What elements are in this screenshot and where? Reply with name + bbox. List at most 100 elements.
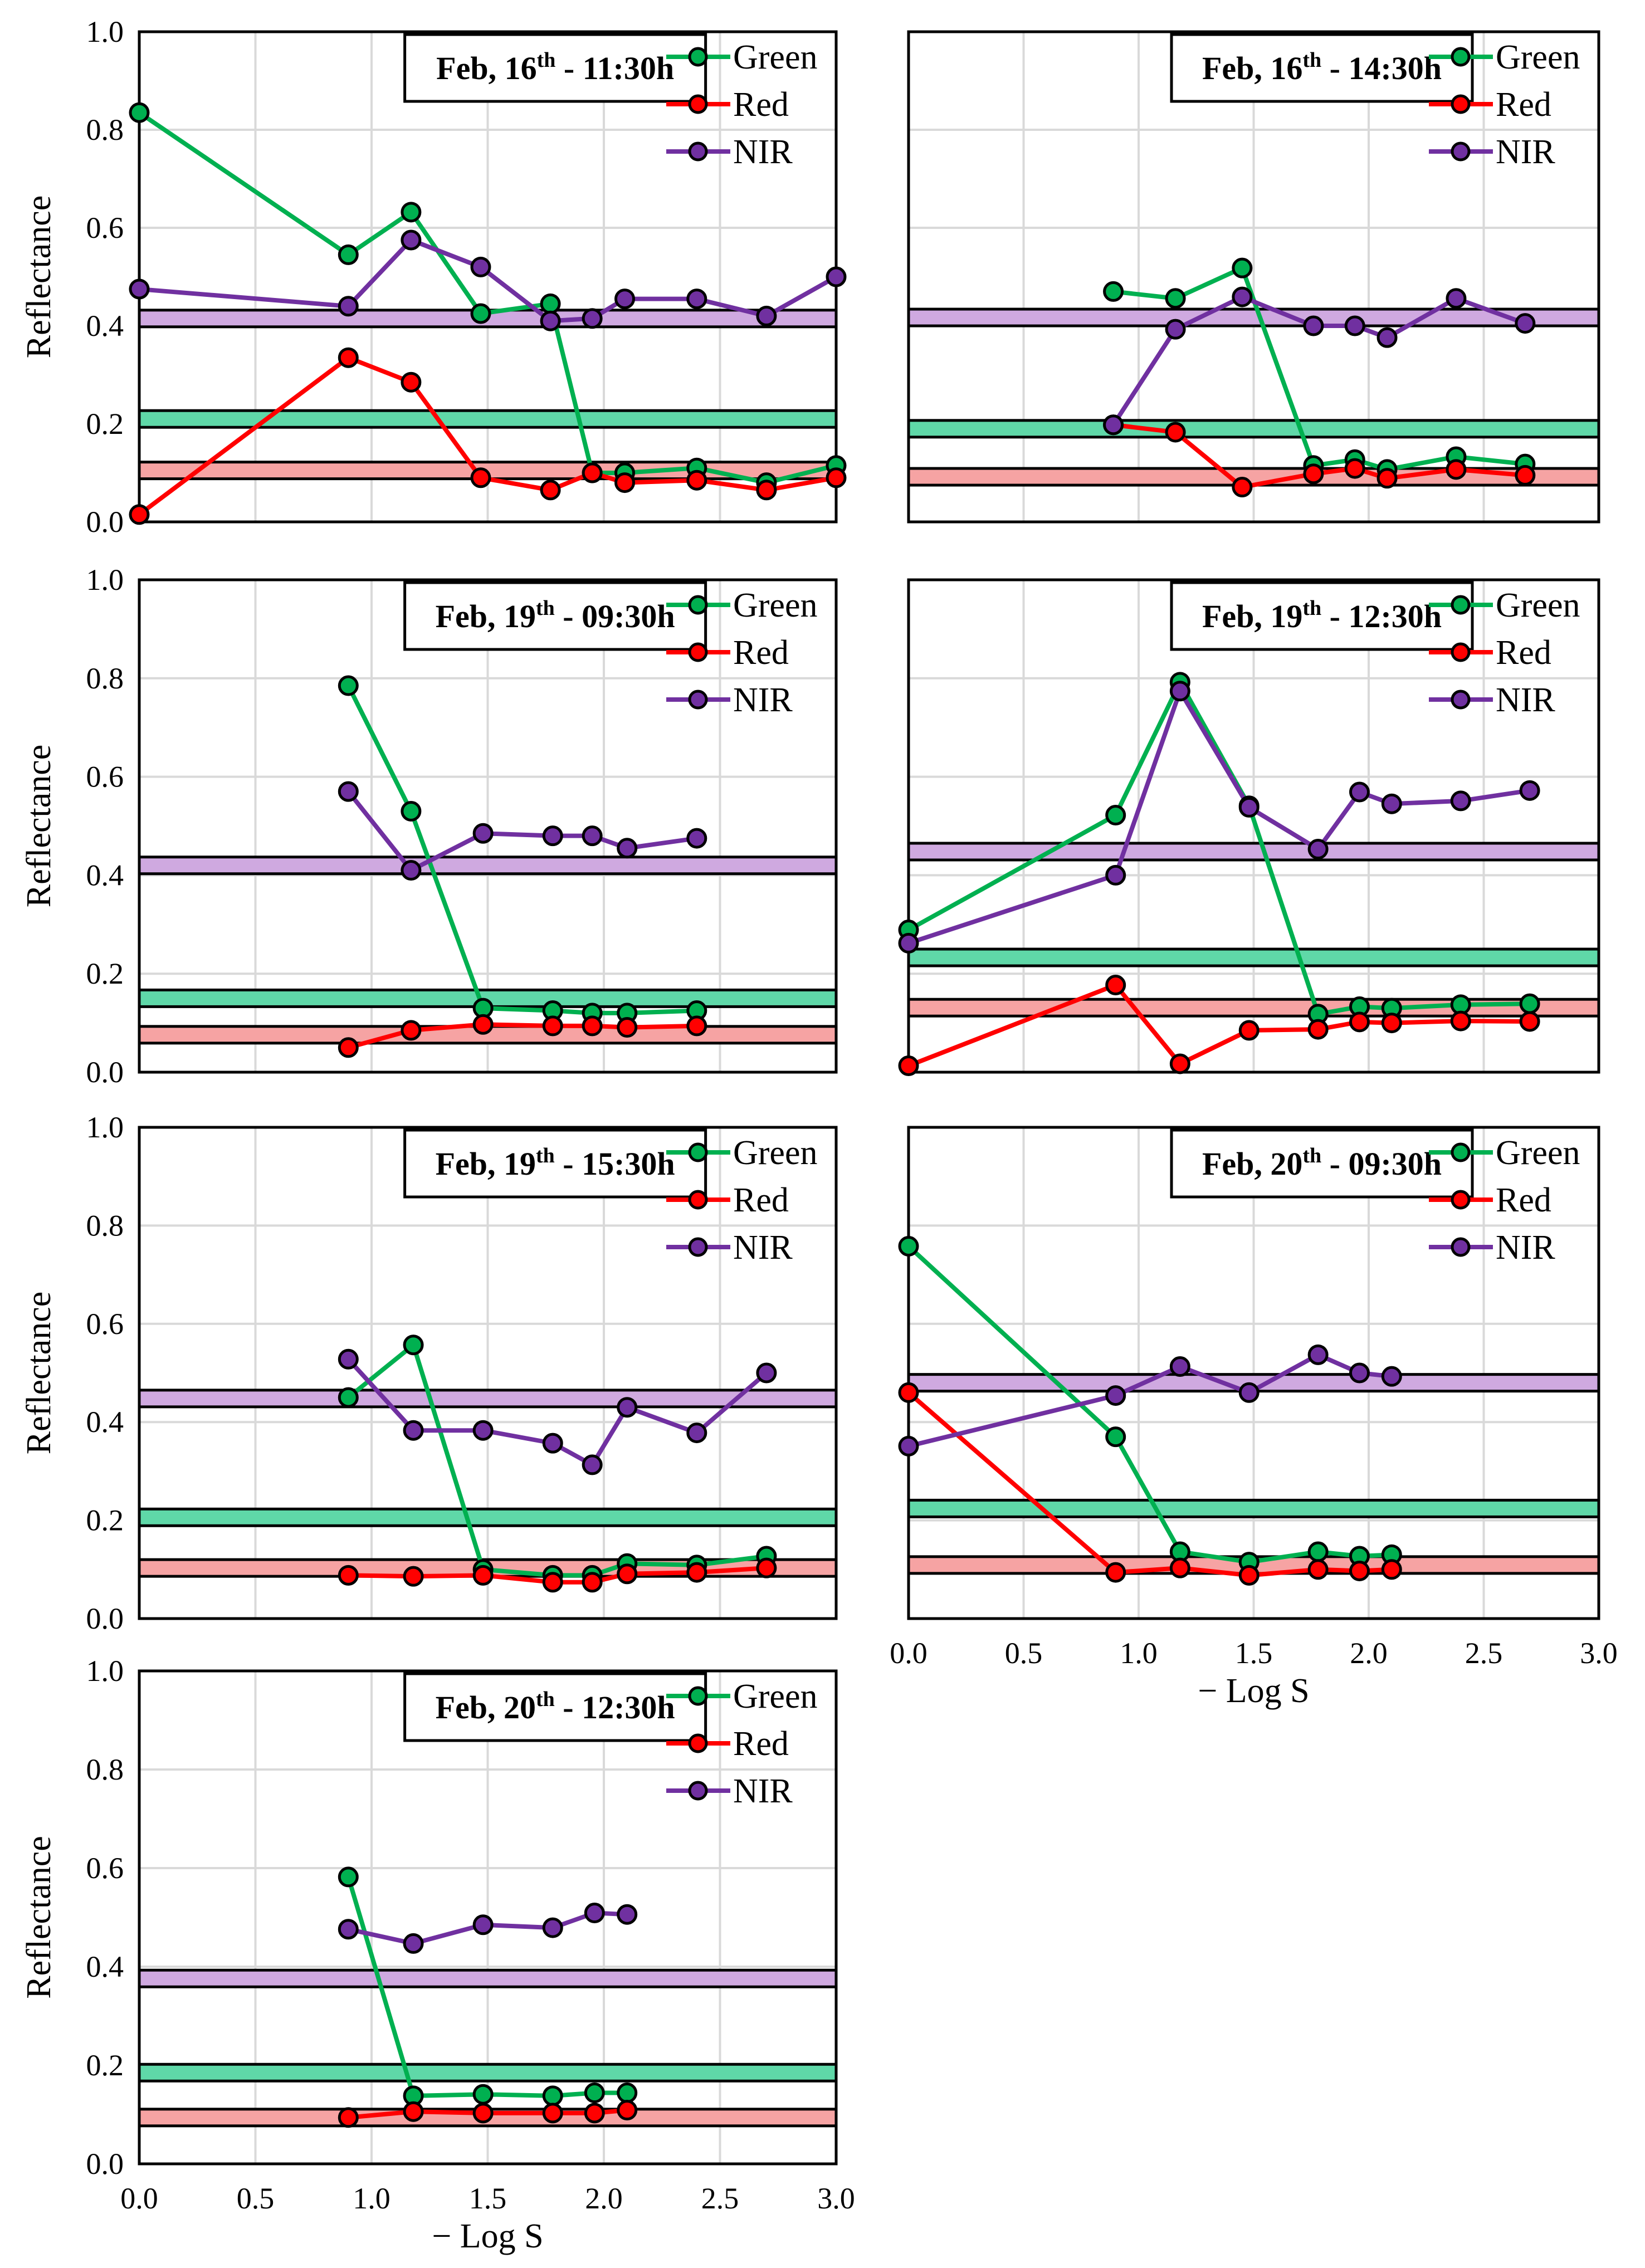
panel-title-time: - 09:30h	[1321, 1146, 1442, 1182]
data-point-nir	[686, 828, 707, 849]
threshold-band-green	[907, 419, 1600, 439]
data-point-green	[1519, 993, 1540, 1014]
data-point-nir	[542, 825, 563, 847]
panel-title-box	[1170, 581, 1474, 651]
panel-title-date: Feb, 19	[436, 598, 536, 634]
data-point-nir	[1515, 313, 1536, 334]
data-point-red	[1105, 975, 1126, 996]
data-point-nir	[686, 1423, 707, 1444]
data-point-green	[338, 244, 359, 265]
data-point-red	[338, 2107, 359, 2128]
panel-7: 0.0 0.2 0.4 0.6 0.8 1.0 Reflectance 0.0 0.5 1.0 1.…	[20, 1654, 855, 2255]
y-tick-label: 1.0	[86, 1654, 124, 1688]
data-point-red	[582, 1572, 603, 1593]
data-point-red	[472, 1014, 494, 1035]
y-axis-label: Reflectance	[20, 1292, 58, 1455]
y-tick-label: 0.6	[86, 1307, 124, 1341]
data-point-nir	[401, 860, 422, 881]
data-point-nir	[617, 1904, 638, 1925]
data-point-green	[401, 800, 422, 822]
series-line-red	[138, 355, 837, 516]
legend-label-red: Red	[733, 1725, 789, 1763]
series-line-red	[907, 983, 1530, 1068]
y-tick-label: 0.2	[86, 1504, 124, 1537]
panel-title: Feb, 20th - 12:30h	[436, 1688, 675, 1726]
data-point-red	[1232, 477, 1253, 498]
data-point-nir	[338, 1348, 359, 1370]
threshold-band-red	[907, 998, 1600, 1018]
data-point-nir	[542, 1433, 563, 1454]
data-point-nir	[401, 229, 422, 251]
panel-title-superscript: th	[536, 1688, 555, 1711]
threshold-band-green	[138, 1507, 838, 1527]
panel-title-time: - 15:30h	[555, 1146, 675, 1182]
legend-label-green: Green	[733, 586, 817, 624]
data-point-green	[542, 2085, 563, 2106]
panel-title: Feb, 16th - 11:30h	[436, 48, 674, 86]
data-point-red	[1303, 463, 1324, 485]
threshold-band-green	[907, 1498, 1600, 1518]
y-tick-label: 0.6	[86, 211, 124, 245]
y-tick-label: 1.0	[86, 15, 124, 48]
series-line-nir	[907, 688, 1530, 946]
x-tick-label: 0.0	[120, 2182, 158, 2215]
y-tick-label: 0.4	[86, 858, 124, 892]
y-axis-label: Reflectance	[20, 1836, 58, 1999]
y-tick-label: 0.8	[86, 662, 124, 695]
panel-title-date: Feb, 16	[1202, 50, 1302, 86]
y-tick-label: 0.0	[86, 1055, 124, 1089]
data-point-nir	[756, 1362, 777, 1384]
legend-marker-red	[688, 94, 708, 114]
x-tick-label: 0.0	[890, 1636, 928, 1670]
data-point-nir	[1349, 1362, 1370, 1384]
panel-2: Feb, 16th - 14:30h Green Red NIR	[907, 30, 1600, 524]
data-point-green	[1105, 805, 1126, 826]
data-point-red	[338, 1565, 359, 1586]
data-point-red	[1169, 1053, 1190, 1074]
x-axis-label: − Log S	[432, 2217, 543, 2255]
data-point-nir	[472, 823, 494, 844]
y-tick-label: 0.2	[86, 407, 124, 441]
data-point-green	[470, 303, 491, 324]
panel-4: Feb, 19th - 12:30h Green Red NIR	[898, 578, 1600, 1077]
panel-5: 0.0 0.2 0.4 0.6 0.8 1.0 Reflectance Feb, 19th -…	[20, 1111, 838, 1635]
data-point-nir	[584, 1903, 605, 1924]
legend-label-nir: NIR	[1496, 681, 1555, 719]
data-point-nir	[1381, 1366, 1402, 1387]
data-point-nir	[898, 932, 919, 954]
y-tick-label: 0.4	[86, 1950, 124, 1983]
data-point-green	[1165, 288, 1186, 309]
threshold-band-green	[138, 409, 838, 429]
x-tick-label: 0.5	[237, 2182, 275, 2215]
x-tick-label: 2.0	[1350, 1636, 1388, 1670]
plot-frame	[138, 1126, 838, 1620]
panel-title-date: Feb, 20	[436, 1689, 536, 1726]
legend-marker-nir	[1451, 1237, 1471, 1257]
panel-title-superscript: th	[536, 597, 555, 620]
plot-frame	[907, 30, 1600, 524]
legend-label-nir: NIR	[733, 1772, 793, 1810]
series-line-red	[1113, 422, 1526, 490]
data-point-green	[129, 102, 150, 123]
x-tick-label: 1.0	[1120, 1636, 1158, 1670]
legend-marker-nir	[1451, 141, 1471, 162]
legend-label-nir: NIR	[1496, 133, 1555, 171]
data-point-green	[401, 202, 422, 223]
data-point-green	[617, 2083, 638, 2104]
data-point-nir	[1303, 315, 1324, 336]
data-point-red	[686, 470, 707, 491]
series-line-nir	[1111, 295, 1526, 426]
data-point-red	[898, 1055, 919, 1077]
y-tick-label: 0.8	[86, 1209, 124, 1242]
data-point-red	[614, 472, 636, 493]
data-point-nir	[338, 296, 359, 317]
data-point-nir	[540, 310, 561, 331]
series-line-green	[1113, 266, 1526, 472]
legend-marker-green	[688, 1142, 708, 1162]
legend-label-red: Red	[1496, 634, 1551, 672]
data-point-red	[1307, 1019, 1329, 1040]
data-point-red	[898, 1382, 919, 1403]
panel-title: Feb, 20th - 09:30h	[1202, 1144, 1442, 1182]
data-point-nir	[1165, 319, 1186, 340]
legend-marker-nir	[688, 141, 708, 162]
